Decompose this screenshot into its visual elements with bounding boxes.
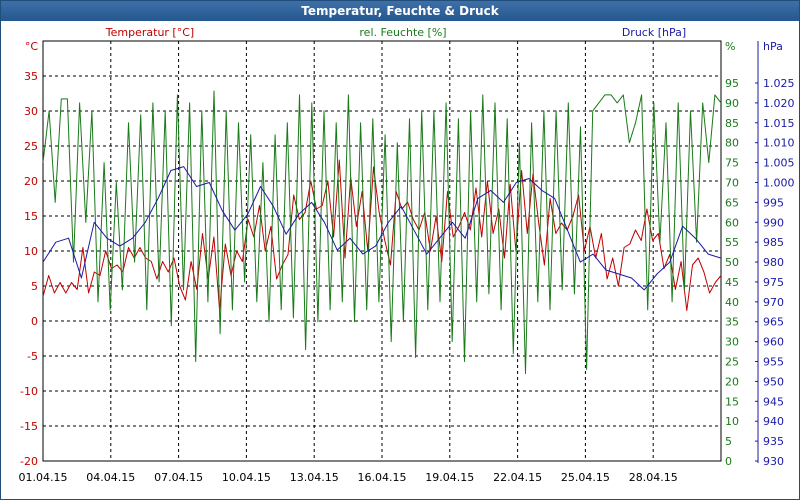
y-right1-tick-label: 20 [725,375,739,388]
y-left-tick-label: 10 [24,245,38,258]
y-right2-tick-label: 995 [763,196,784,209]
x-tick-label: 28.04.15 [629,471,678,484]
y-right1-tick-label: 30 [725,336,739,349]
y-left-tick-label: -10 [20,385,38,398]
x-tick-label: 01.04.15 [19,471,68,484]
y-right1-tick-label: 40 [725,296,739,309]
x-tick-label: 10.04.15 [222,471,271,484]
y-right2-tick-label: 945 [763,395,784,408]
y-right2-tick-label: 965 [763,316,784,329]
series-label-0: Temperatur [°C] [105,26,194,39]
y-right2-tick-label: 1.000 [763,176,795,189]
y-right1-tick-label: 15 [725,395,739,408]
x-tick-label: 25.04.15 [561,471,610,484]
y-right2-tick-label: 985 [763,236,784,249]
y-right1-tick-label: 80 [725,137,739,150]
y-right1-tick-label: 75 [725,157,739,170]
y-right1-tick-label: 70 [725,176,739,189]
y-right1-tick-label: 60 [725,216,739,229]
y-right2-tick-label: 970 [763,296,784,309]
y-left-tick-label: 20 [24,175,38,188]
y-right1-tick-label: 10 [725,415,739,428]
y-right1-tick-label: 45 [725,276,739,289]
x-tick-label: 19.04.15 [425,471,474,484]
y-right1-tick-label: 85 [725,117,739,130]
y-right2-tick-label: 1.005 [763,157,795,170]
y-right2-tick-label: 980 [763,256,784,269]
y-right2-tick-label: 960 [763,336,784,349]
y-right1-tick-label: 0 [725,455,732,468]
y-right2-tick-label: 975 [763,276,784,289]
y-left-tick-label: -5 [27,350,38,363]
y-right1-tick-label: 35 [725,316,739,329]
y-right2-tick-label: 955 [763,356,784,369]
series-label-2: Druck [hPa] [622,26,686,39]
y-right2-tick-label: 1.010 [763,137,795,150]
y-left-tick-label: 5 [31,280,38,293]
y-left-tick-label: 0 [31,315,38,328]
y-right2-tick-label: 940 [763,415,784,428]
y-right2-tick-label: 1.015 [763,117,795,130]
y-right1-tick-label: 90 [725,97,739,110]
y-right2-tick-label: 1.025 [763,77,795,90]
y-right1-tick-label: 65 [725,196,739,209]
y-right1-tick-label: 95 [725,77,739,90]
x-tick-label: 22.04.15 [493,471,542,484]
y-left-tick-label: 35 [24,70,38,83]
series-label-1: rel. Feuchte [%] [359,26,446,39]
y-right1-tick-label: 50 [725,256,739,269]
x-tick-label: 04.04.15 [86,471,135,484]
y-left-tick-label: 25 [24,140,38,153]
y-left-tick-label: 15 [24,210,38,223]
series-line-1 [42,90,722,374]
y-left-tick-label: -20 [20,455,38,468]
y-right2-tick-label: 950 [763,375,784,388]
x-tick-label: 13.04.15 [290,471,339,484]
y-right2-tick-label: 935 [763,435,784,448]
y-right1-unit: % [725,40,735,53]
y-right1-tick-label: 55 [725,236,739,249]
y-right1-tick-label: 25 [725,356,739,369]
y-left-tick-label: -15 [20,420,38,433]
y-right2-tick-label: 990 [763,216,784,229]
series-line-2 [42,166,722,291]
y-left-unit: °C [25,40,39,53]
window-title: Temperatur, Feuchte & Druck [1,1,799,21]
y-right2-tick-label: 930 [763,455,784,468]
x-tick-label: 07.04.15 [154,471,203,484]
x-tick-label: 16.04.15 [358,471,407,484]
y-right2-tick-label: 1.020 [763,97,795,110]
y-right2-unit: hPa [763,40,783,53]
y-right1-tick-label: 5 [725,435,732,448]
y-left-tick-label: 30 [24,105,38,118]
